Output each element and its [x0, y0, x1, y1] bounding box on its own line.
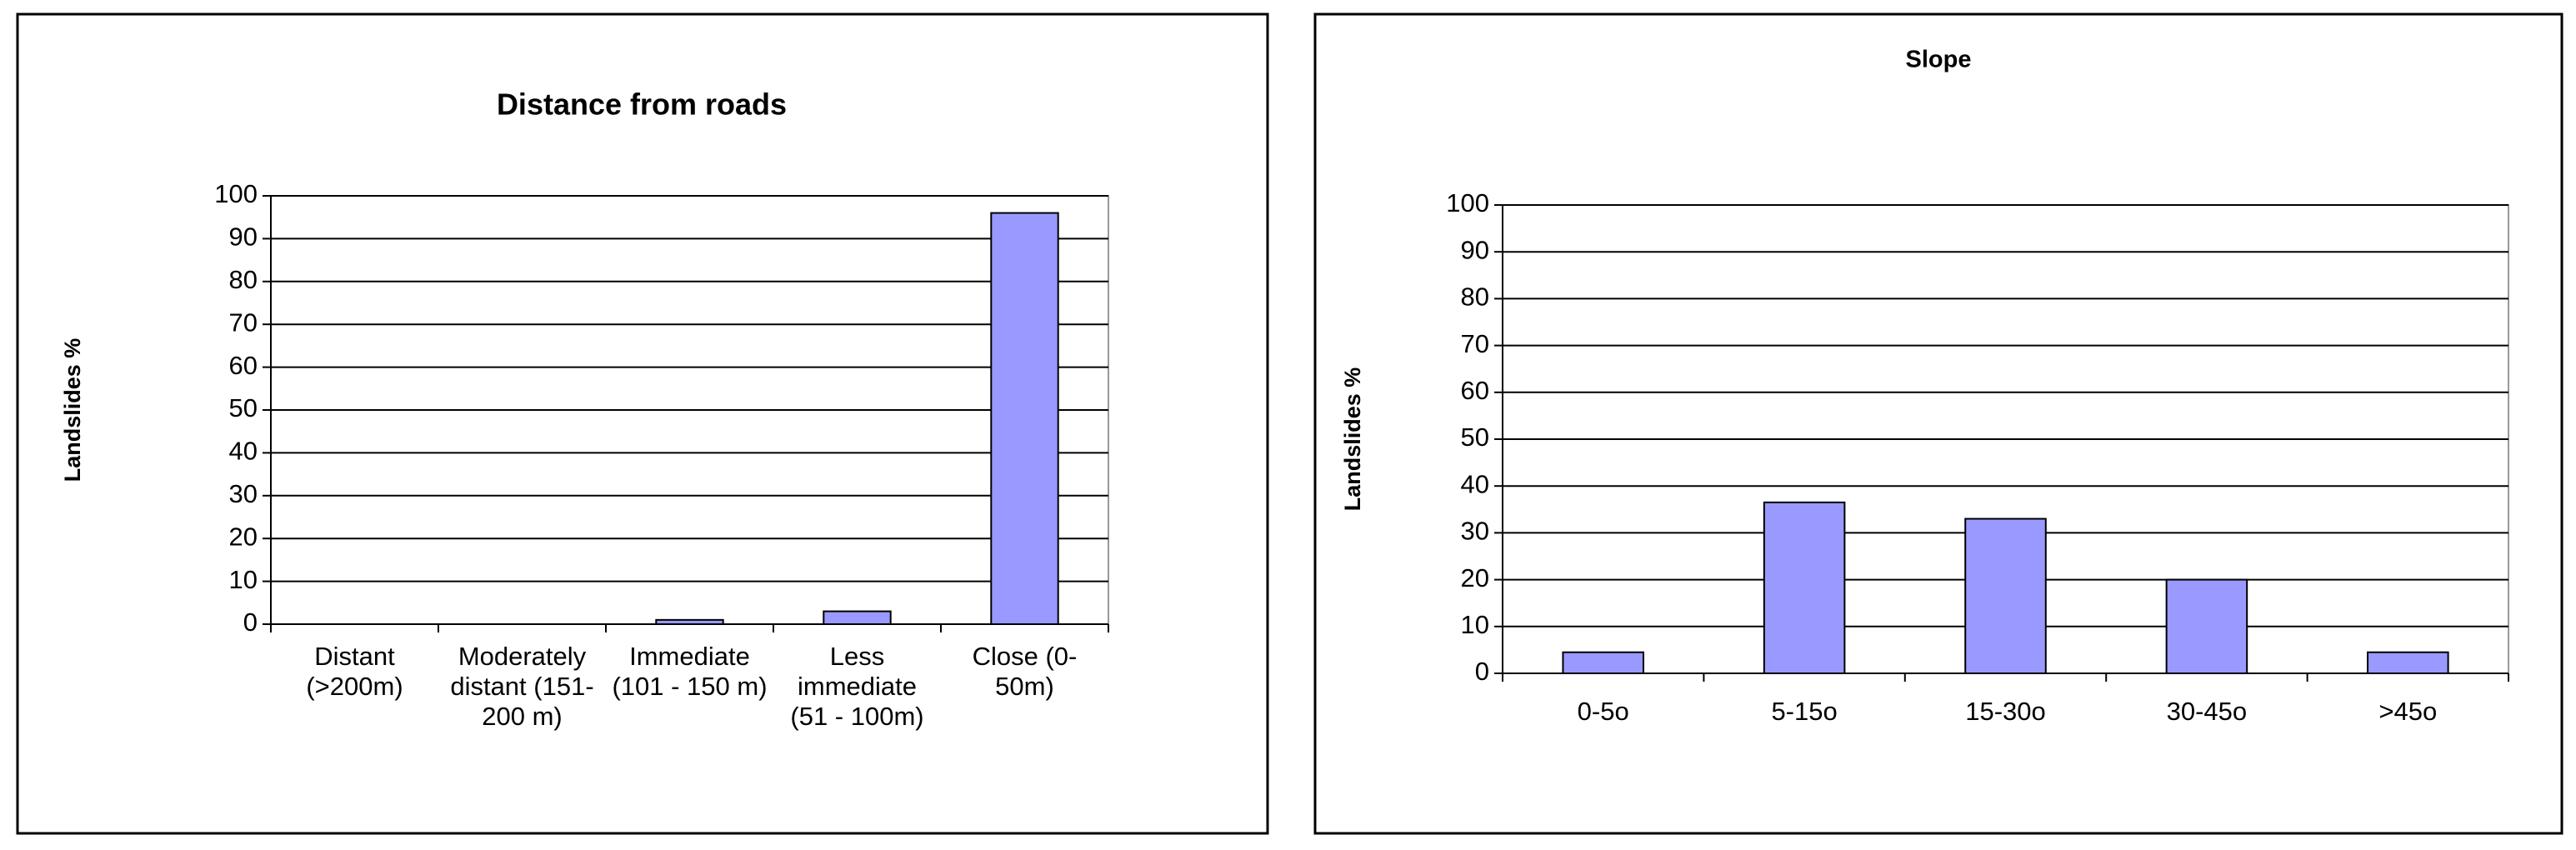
y-axis-label: Landslides % [60, 338, 85, 482]
bar [2367, 651, 2449, 675]
x-tick-label-box: 0-5o [1577, 697, 1629, 726]
y-tick-label: 30 [229, 479, 258, 508]
x-tick-label-box: Immediate (101 - 150 m) [612, 642, 768, 701]
y-tick-label: 40 [229, 437, 258, 466]
bar [2165, 578, 2248, 674]
x-tick-label-box: Distant (>200m) [306, 642, 403, 701]
y-tick-label: 0 [243, 608, 258, 637]
bar [823, 610, 892, 626]
bar [990, 212, 1059, 625]
y-axis-label: Landslides % [1340, 368, 1365, 512]
x-tick-label-box: Close (0-50m) [972, 642, 1078, 701]
x-tick-label: >45o [2378, 697, 2438, 726]
x-tick-label: Moderately distant (151-200 m) [450, 642, 594, 731]
x-tick-label: Close (0-50m) [972, 642, 1078, 701]
y-tick-label: 10 [1461, 610, 1489, 639]
x-tick-label: Distant (>200m) [306, 642, 403, 701]
x-tick-label: 0-5o [1577, 697, 1629, 726]
chart-title: Slope [1906, 47, 1972, 73]
y-tick-label: 10 [229, 565, 258, 594]
y-tick-label: 90 [229, 222, 258, 252]
y-tick-label: 40 [1461, 469, 1489, 498]
x-tick-label-box: Less immediate (51 - 100m) [790, 642, 924, 731]
y-tick-label: 90 [1461, 235, 1489, 264]
y-tick-label: 0 [1475, 657, 1489, 686]
x-tick-label: 5-15o [1771, 697, 1838, 726]
x-tick-label: Immediate (101 - 150 m) [612, 642, 768, 701]
y-tick-label: 80 [229, 265, 258, 294]
x-tick-label: 30-45o [2166, 697, 2248, 726]
x-tick-label: 15-30o [1965, 697, 2046, 726]
y-tick-label: 60 [229, 351, 258, 380]
y-tick-label: 60 [1461, 376, 1489, 405]
y-tick-label: 20 [229, 522, 258, 551]
bar [1964, 518, 2047, 674]
x-tick-label: Less immediate (51 - 100m) [790, 642, 924, 731]
y-tick-label: 50 [229, 393, 258, 422]
y-tick-label: 100 [214, 179, 258, 208]
y-tick-label: 50 [1461, 422, 1489, 452]
x-tick-label-box: Moderately distant (151-200 m) [450, 642, 594, 731]
x-tick-label-box: 15-30o [1965, 697, 2046, 726]
x-tick-label-box: 5-15o [1771, 697, 1838, 726]
y-tick-label: 70 [1461, 329, 1489, 358]
y-tick-label: 100 [1446, 188, 1489, 218]
bar [1763, 501, 1846, 674]
y-tick-label: 20 [1461, 563, 1489, 592]
x-tick-label-box: 30-45o [2166, 697, 2248, 726]
chart-title: Distance from roads [497, 88, 787, 122]
y-tick-label: 80 [1461, 282, 1489, 312]
y-tick-label: 30 [1461, 517, 1489, 546]
y-tick-label: 70 [229, 308, 258, 337]
bar [1562, 651, 1644, 675]
x-tick-label-box: >45o [2378, 697, 2438, 726]
